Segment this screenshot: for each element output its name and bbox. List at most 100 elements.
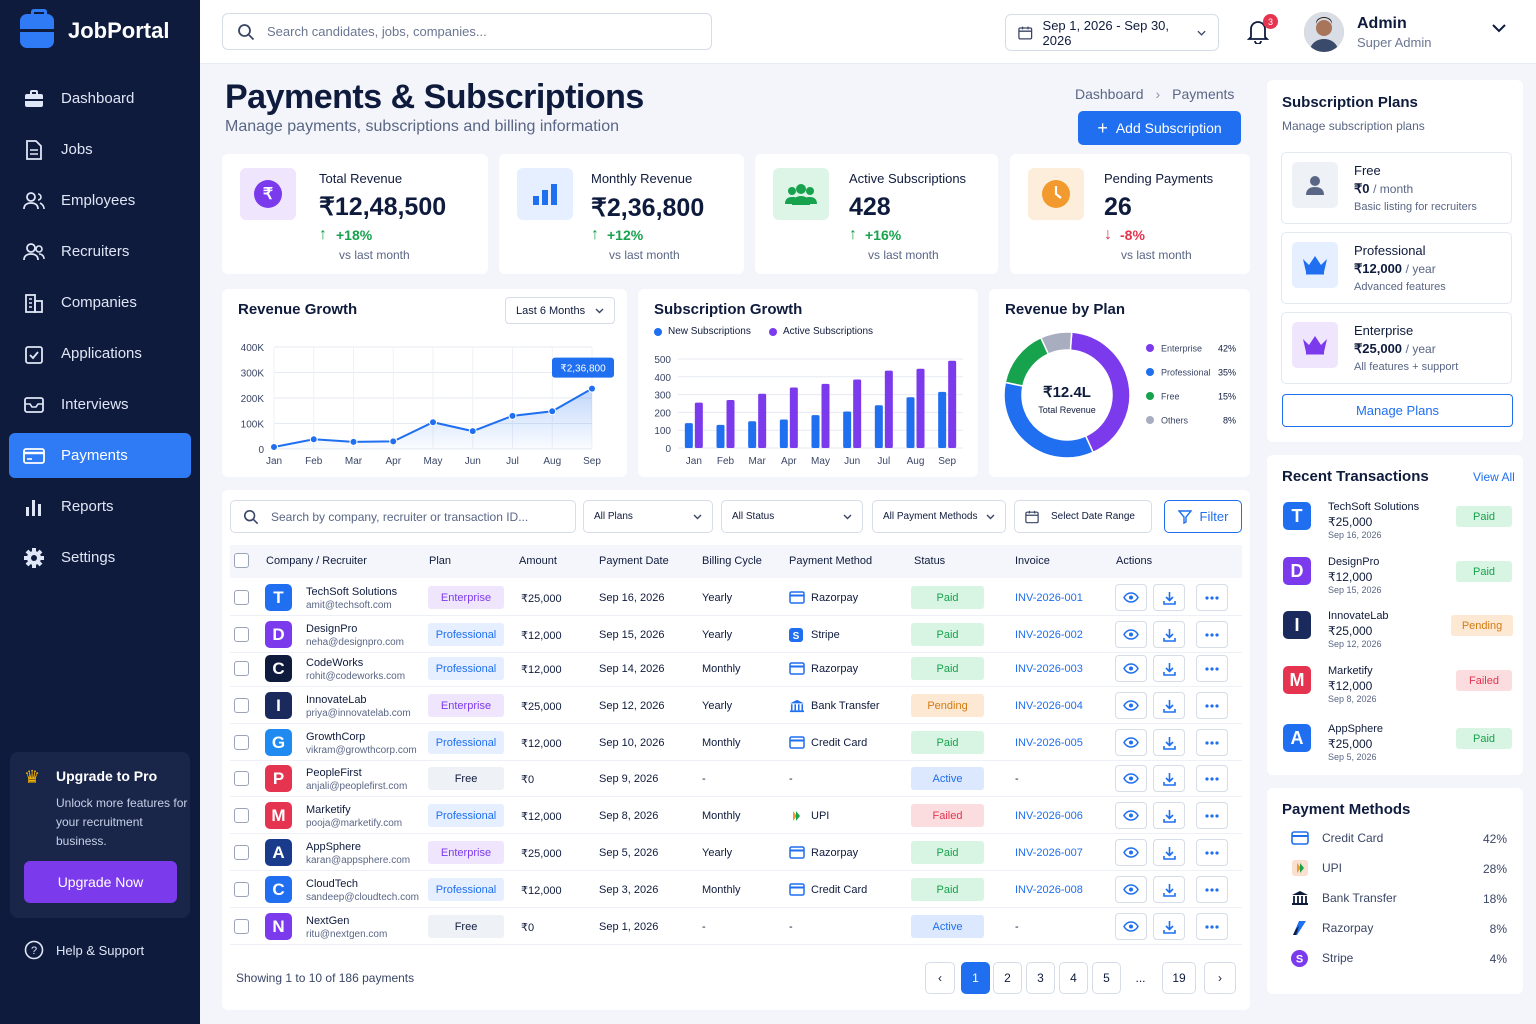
more-options-button[interactable]	[1196, 876, 1228, 903]
sidebar-item-employees[interactable]: Employees	[9, 178, 191, 223]
table-row[interactable]: D DesignPro neha@designpro.com Professio…	[230, 616, 1242, 653]
more-options-button[interactable]	[1196, 913, 1228, 940]
breadcrumb-dashboard[interactable]: Dashboard	[1075, 86, 1144, 102]
view-button[interactable]	[1115, 765, 1147, 792]
help-support-link[interactable]: ? Help & Support	[24, 940, 144, 960]
more-options-button[interactable]	[1196, 802, 1228, 829]
company-name[interactable]: CodeWorks	[306, 657, 364, 669]
company-name[interactable]: TechSoft Solutions	[306, 586, 398, 598]
download-button[interactable]	[1153, 913, 1185, 940]
chevron-down-icon[interactable]	[1492, 24, 1506, 33]
invoice-link[interactable]: INV-2026-003	[1015, 663, 1083, 675]
add-subscription-button[interactable]: + Add Subscription	[1078, 111, 1241, 145]
more-options-button[interactable]	[1196, 692, 1228, 719]
download-button[interactable]	[1153, 802, 1185, 829]
column-header[interactable]: Payment Date	[599, 555, 669, 567]
company-name[interactable]: DesignPro	[306, 623, 358, 635]
more-options-button[interactable]	[1196, 584, 1228, 611]
view-button[interactable]	[1115, 876, 1147, 903]
more-options-button[interactable]	[1196, 655, 1228, 682]
download-button[interactable]	[1153, 839, 1185, 866]
transaction-search-input[interactable]: Search by company, recruiter or transact…	[230, 500, 576, 533]
row-checkbox[interactable]	[234, 735, 249, 750]
invoice-link[interactable]: INV-2026-008	[1015, 884, 1083, 896]
row-checkbox[interactable]	[234, 882, 249, 897]
column-header[interactable]: Amount	[519, 555, 557, 567]
table-row[interactable]: T TechSoft Solutions amit@techsoft.com E…	[230, 579, 1242, 616]
status-filter-select[interactable]: All Status	[721, 500, 863, 533]
company-name[interactable]: AppSphere	[306, 841, 362, 853]
invoice-link[interactable]: INV-2026-006	[1015, 810, 1083, 822]
column-header[interactable]: Payment Method	[789, 555, 873, 567]
table-row[interactable]: P PeopleFirst anjali@peoplefirst.com Fre…	[230, 760, 1242, 797]
table-row[interactable]: C CloudTech sandeep@cloudtech.com Profes…	[230, 871, 1242, 908]
date-range-picker[interactable]: Sep 1, 2026 - Sep 30, 2026	[1005, 14, 1219, 51]
manage-plans-button[interactable]: Manage Plans	[1282, 394, 1513, 427]
company-name[interactable]: PeopleFirst	[306, 767, 362, 779]
page-button[interactable]: 19	[1162, 962, 1196, 994]
period-select[interactable]: Last 6 Months	[505, 297, 615, 324]
view-button[interactable]	[1115, 584, 1147, 611]
view-all-link[interactable]: View All	[1473, 470, 1515, 484]
column-header[interactable]: Status	[914, 555, 946, 567]
invoice-link[interactable]: INV-2026-002	[1015, 629, 1083, 641]
column-header[interactable]: Billing Cycle	[702, 555, 762, 567]
transaction-item[interactable]: A AppSphere ₹25,000 Sep 5, 2026 Paid	[1281, 722, 1512, 772]
row-checkbox[interactable]	[234, 845, 249, 860]
sidebar-item-applications[interactable]: Applications	[9, 331, 191, 376]
prev-page-button[interactable]: ‹	[925, 962, 955, 994]
transaction-item[interactable]: D DesignPro ₹12,000 Sep 15, 2026 Paid	[1281, 555, 1512, 605]
row-checkbox[interactable]	[234, 808, 249, 823]
company-name[interactable]: Marketify	[306, 804, 351, 816]
sidebar-item-recruiters[interactable]: Recruiters	[9, 229, 191, 274]
page-button[interactable]: 5	[1092, 962, 1121, 994]
download-button[interactable]	[1153, 729, 1185, 756]
column-header[interactable]: Plan	[429, 555, 452, 567]
table-row[interactable]: N NextGen ritu@nextgen.com Free ₹0 Sep 1…	[230, 908, 1242, 945]
company-name[interactable]: InnovateLab	[306, 694, 367, 706]
row-checkbox[interactable]	[234, 771, 249, 786]
sidebar-item-interviews[interactable]: Interviews	[9, 382, 191, 427]
view-button[interactable]	[1115, 655, 1147, 682]
table-row[interactable]: I InnovateLab priya@innovatelab.com Ente…	[230, 687, 1242, 724]
sidebar-item-settings[interactable]: Settings	[9, 535, 191, 580]
plan-card-free[interactable]: Free ₹0 / month Basic listing for recrui…	[1281, 152, 1512, 224]
row-checkbox[interactable]	[234, 661, 249, 676]
notifications-button[interactable]: 3	[1246, 14, 1278, 45]
upgrade-button[interactable]: Upgrade Now	[24, 861, 177, 903]
view-button[interactable]	[1115, 839, 1147, 866]
sidebar-item-dashboard[interactable]: Dashboard	[9, 76, 191, 121]
column-header[interactable]: Actions	[1116, 555, 1153, 567]
table-row[interactable]: G GrowthCorp vikram@growthcorp.com Profe…	[230, 724, 1242, 761]
plan-card-professional[interactable]: Professional ₹12,000 / year Advanced fea…	[1281, 232, 1512, 304]
row-checkbox[interactable]	[234, 627, 249, 642]
more-options-button[interactable]	[1196, 621, 1228, 648]
transaction-item[interactable]: T TechSoft Solutions ₹25,000 Sep 16, 202…	[1281, 500, 1512, 550]
table-row[interactable]: C CodeWorks rohit@codeworks.com Professi…	[230, 650, 1242, 687]
table-row[interactable]: A AppSphere karan@appsphere.com Enterpri…	[230, 834, 1242, 871]
app-logo[interactable]: JobPortal	[20, 9, 169, 48]
avatar[interactable]	[1304, 12, 1344, 52]
view-button[interactable]	[1115, 621, 1147, 648]
date-range-filter[interactable]: Select Date Range	[1014, 500, 1152, 533]
row-checkbox[interactable]	[234, 919, 249, 934]
company-name[interactable]: GrowthCorp	[306, 731, 366, 743]
sidebar-item-payments[interactable]: Payments	[9, 433, 191, 478]
method-filter-select[interactable]: All Payment Methods	[872, 500, 1006, 533]
invoice-link[interactable]: INV-2026-001	[1015, 592, 1083, 604]
transaction-item[interactable]: M Marketify ₹12,000 Sep 8, 2026 Failed	[1281, 664, 1512, 714]
invoice-link[interactable]: INV-2026-007	[1015, 847, 1083, 859]
transaction-item[interactable]: I InnovateLab ₹25,000 Sep 12, 2026 Pendi…	[1281, 609, 1513, 659]
next-page-button[interactable]: ›	[1204, 962, 1236, 994]
page-button[interactable]: 1	[961, 962, 990, 994]
invoice-link[interactable]: INV-2026-004	[1015, 700, 1083, 712]
download-button[interactable]	[1153, 765, 1185, 792]
select-all-checkbox[interactable]	[234, 553, 249, 568]
table-row[interactable]: M Marketify pooja@marketify.com Professi…	[230, 797, 1242, 834]
page-button[interactable]: 3	[1026, 962, 1055, 994]
more-options-button[interactable]	[1196, 729, 1228, 756]
download-button[interactable]	[1153, 655, 1185, 682]
sidebar-item-companies[interactable]: Companies	[9, 280, 191, 325]
plan-filter-select[interactable]: All Plans	[583, 500, 713, 533]
row-checkbox[interactable]	[234, 590, 249, 605]
